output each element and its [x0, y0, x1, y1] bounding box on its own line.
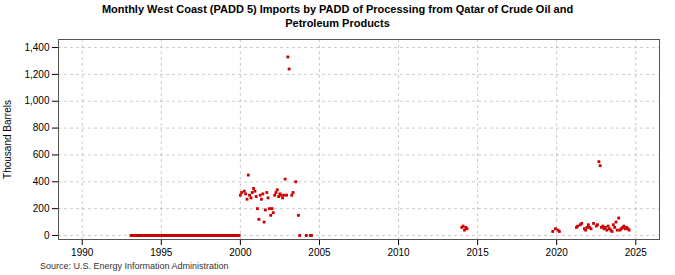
html-text:Monthly West Coast (PADD 5) Im: Monthly West Coast (PADD 5) Imports by P…	[101, 3, 574, 29]
html-text:Source: U.S. Energy Informatio: Source: U.S. Energy Information Administ…	[40, 260, 229, 271]
svg-text:400: 400	[33, 175, 50, 186]
svg-text:1995: 1995	[150, 246, 173, 257]
svg-text:2005: 2005	[308, 246, 331, 257]
svg-text:2010: 2010	[387, 246, 410, 257]
svg-text:1990: 1990	[71, 246, 94, 257]
svg-text:800: 800	[33, 122, 50, 133]
svg-text:200: 200	[33, 202, 50, 213]
svg-text:600: 600	[33, 149, 50, 160]
svg-text:2000: 2000	[229, 246, 252, 257]
svg-text:2020: 2020	[546, 246, 569, 257]
svg-text:Thousand Barrels: Thousand Barrels	[2, 100, 13, 179]
svg-text:1,400: 1,400	[24, 41, 49, 52]
svg-text:2015: 2015	[466, 246, 489, 257]
svg-text:0: 0	[44, 229, 50, 240]
svg-text:1,200: 1,200	[24, 68, 49, 79]
svg-text:1,000: 1,000	[24, 95, 49, 106]
svg-text:2025: 2025	[625, 246, 648, 257]
